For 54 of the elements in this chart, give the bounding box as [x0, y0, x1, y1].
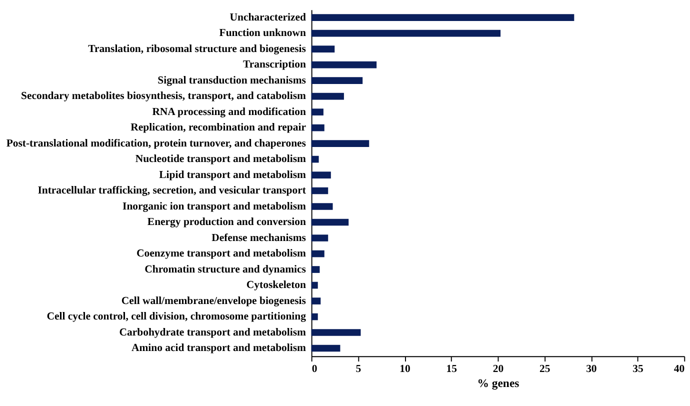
- y-tick-label: Secondary metabolites biosynthesis, transport, and catabolism: [21, 90, 306, 102]
- bar: [311, 187, 328, 194]
- y-tick-label: Intracellular trafficking, secretion, and vesicular transport: [38, 184, 306, 197]
- x-axis-title: % genes: [477, 376, 520, 390]
- y-tick-label: Coenzyme transport and metabolism: [136, 248, 306, 260]
- bar: [311, 329, 361, 336]
- y-tick-label: Cell cycle control, cell division, chromosome partitioning: [46, 310, 307, 323]
- bar: [311, 124, 324, 132]
- bar: [311, 30, 501, 37]
- bar: [311, 46, 335, 52]
- y-tick-label: Amino acid transport and metabolism: [131, 342, 306, 354]
- y-tick-label: RNA processing and modification: [152, 106, 306, 118]
- x-tick-label: 10: [400, 363, 410, 376]
- bar: [311, 218, 349, 226]
- bar: [311, 282, 318, 289]
- bar: [311, 172, 331, 178]
- y-tick-label: Inorganic ion transport and metabolism: [122, 200, 306, 212]
- y-tick-label: Function unknown: [219, 27, 306, 40]
- y-tick-label: Energy production and conversion: [147, 216, 306, 228]
- bar: [311, 266, 320, 273]
- bar: [311, 14, 574, 21]
- bar: [311, 234, 328, 242]
- x-tick-label: 5: [356, 363, 362, 376]
- bar: [311, 313, 318, 320]
- bar: [311, 298, 321, 304]
- bar: [311, 250, 324, 258]
- x-tick-label: 30: [586, 363, 597, 376]
- y-tick-label: Uncharacterized: [230, 11, 306, 24]
- y-tick-label: Nucleotide transport and metabolism: [135, 153, 306, 166]
- y-tick-label: Cytoskeleton: [246, 279, 306, 292]
- bar: [311, 77, 363, 84]
- bar: [311, 344, 340, 352]
- y-tick-label: Carbohydrate transport and metabolism: [119, 326, 306, 338]
- x-tick-label: 15: [446, 363, 457, 376]
- bar: [311, 156, 319, 163]
- y-tick-label: Chromatin structure and dynamics: [144, 263, 306, 276]
- y-tick-label: Replication, recombination and repair: [130, 122, 306, 134]
- y-tick-label: Post-translational modification, protein turnover, and chaperones: [6, 137, 306, 150]
- y-tick-label: Cell wall/membrane/envelope biogenesis: [121, 294, 306, 307]
- x-tick-label: 0: [312, 363, 318, 376]
- bar: [311, 92, 344, 100]
- y-tick-label: Signal transduction mechanisms: [158, 74, 306, 86]
- y-tick-label: Transcription: [243, 58, 306, 71]
- bar: [311, 61, 377, 68]
- y-tick-label: Defense mechanisms: [212, 232, 306, 244]
- bar: [311, 108, 324, 116]
- bar: [311, 203, 333, 210]
- x-tick-label: 20: [492, 363, 504, 376]
- y-tick-label: Lipid transport and metabolism: [159, 168, 306, 181]
- y-tick-label: Translation, ribosomal structure and biogenesis: [88, 42, 306, 55]
- bar: [311, 140, 370, 147]
- x-tick-label: 35: [632, 363, 644, 376]
- x-tick-label: 25: [539, 363, 550, 376]
- x-tick-label: 40: [674, 363, 685, 376]
